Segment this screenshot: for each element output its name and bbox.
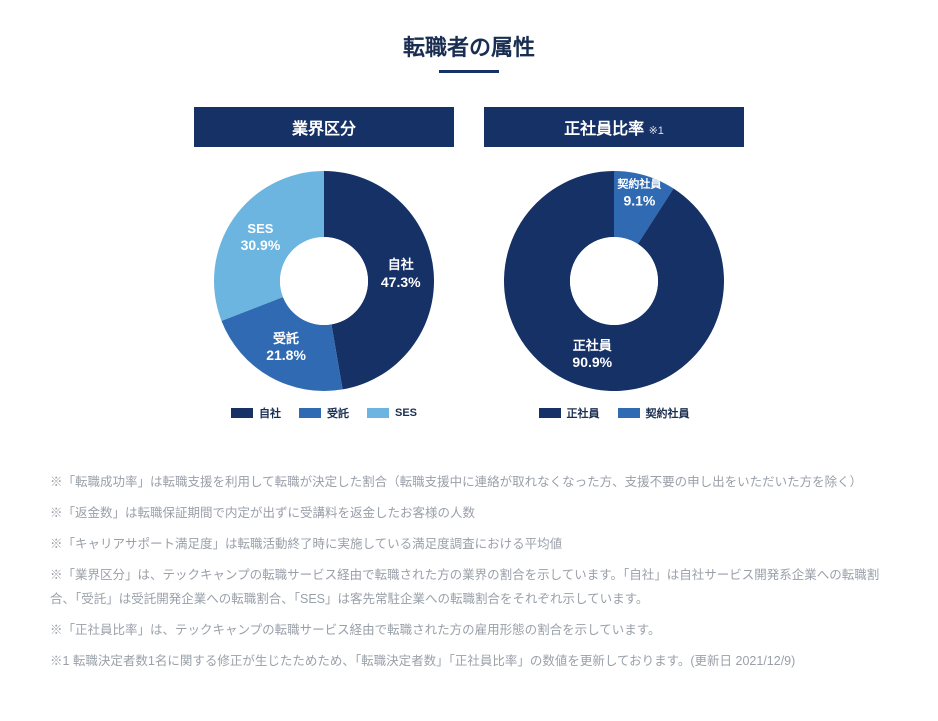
footnotes: ※「転職成功率」は転職支援を利用して転職が決定した割合（転職支援中に連絡が取れな… [50, 471, 888, 673]
legend-swatch [231, 408, 253, 418]
legend-label: 受託 [327, 405, 349, 421]
slice-label: 契約社員9.1% [617, 179, 661, 211]
footnote-line: ※「返金数」は転職保証期間で内定が出ずに受講料を返金したお客様の人数 [50, 502, 888, 525]
legend-industry: 自社 受託 SES [194, 405, 454, 421]
footnote-line: ※「正社員比率」は、テックキャンプの転職サービス経由で転職された方の雇用形態の割… [50, 619, 888, 642]
donut-industry: 自社47.3% 受託21.8% SES30.9% [214, 171, 434, 391]
page-title: 転職者の属性 [50, 30, 888, 62]
legend-item: 自社 [231, 405, 281, 421]
legend-swatch [539, 408, 561, 418]
legend-label: 契約社員 [646, 405, 690, 421]
donut-employment: 契約社員9.1% 正社員90.9% [504, 171, 724, 391]
legend-item: 受託 [299, 405, 349, 421]
legend-item: SES [367, 405, 417, 421]
slice-label: SES30.9% [241, 221, 281, 255]
legend-swatch [367, 408, 389, 418]
chart-header-employment: 正社員比率 ※1 [484, 107, 744, 147]
slice-label: 正社員90.9% [572, 338, 612, 372]
chart-header-industry: 業界区分 [194, 107, 454, 147]
chart-header-industry-text: 業界区分 [292, 121, 356, 138]
legend-swatch [299, 408, 321, 418]
slice-label: 自社47.3% [381, 258, 421, 292]
legend-employment: 正社員 契約社員 [484, 405, 744, 421]
footnote-line: ※「転職成功率」は転職支援を利用して転職が決定した割合（転職支援中に連絡が取れな… [50, 471, 888, 494]
legend-item: 契約社員 [618, 405, 690, 421]
legend-label: 正社員 [567, 405, 600, 421]
legend-item: 正社員 [539, 405, 600, 421]
legend-swatch [618, 408, 640, 418]
legend-label: SES [395, 407, 417, 419]
legend-label: 自社 [259, 405, 281, 421]
footnote-line: ※「キャリアサポート満足度」は転職活動終了時に実施している満足度調査における平均… [50, 533, 888, 556]
chart-block-industry: 業界区分 自社47.3% 受託21.8% SES30.9% 自社 受託 SES [194, 107, 454, 421]
chart-header-employment-text: 正社員比率 [564, 121, 644, 138]
footnote-line: ※1 転職決定者数1名に関する修正が生じたためため、「転職決定者数」「正社員比率… [50, 650, 888, 673]
charts-row: 業界区分 自社47.3% 受託21.8% SES30.9% 自社 受託 SES 正社員比… [50, 107, 888, 421]
chart-block-employment: 正社員比率 ※1 契約社員9.1% 正社員90.9% 正社員 契約社員 [484, 107, 744, 421]
slice-label: 受託21.8% [266, 331, 306, 365]
title-underline [439, 70, 499, 73]
footnote-line: ※「業界区分」は、テックキャンプの転職サービス経由で転職された方の業界の割合を示… [50, 564, 888, 610]
chart-header-employment-note: ※1 [649, 125, 664, 137]
